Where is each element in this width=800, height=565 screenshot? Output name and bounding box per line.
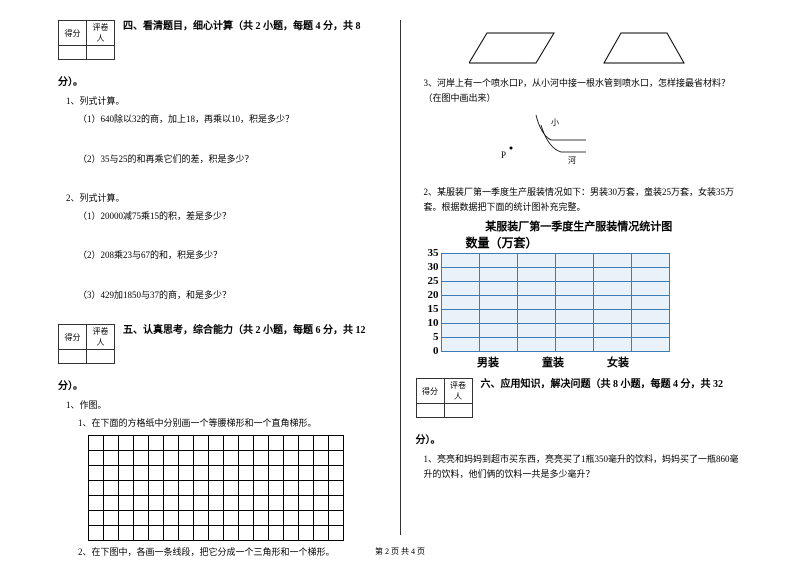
score-header-pingjuan: 评卷人 bbox=[87, 21, 115, 46]
score-table-5: 得分评卷人 bbox=[58, 324, 115, 364]
score-box-6: 得分评卷人 bbox=[416, 378, 473, 418]
q1-2: （2）35与25的和再乘它们的差，积是多少？ bbox=[78, 152, 385, 167]
chart-ylabel: 数量（万套） bbox=[466, 234, 743, 251]
trapezoid-shape bbox=[599, 28, 689, 68]
section-4-fen: 分）。 bbox=[58, 74, 385, 91]
q2: 2、列式计算。 bbox=[66, 191, 385, 206]
q6-1: 1、亮亮和妈妈到超市买东西，亮亮买了1瓶350毫升的饮料，妈妈买了一瓶860毫升… bbox=[424, 452, 743, 483]
score-cell[interactable] bbox=[59, 350, 87, 364]
right-column: 3、河岸上有一个喷水口P，从小河中接一根水管到喷水口，怎样接最省材料？（在图中画… bbox=[401, 20, 751, 535]
section-5-fen: 分）。 bbox=[58, 378, 385, 395]
graph-grid bbox=[88, 435, 344, 541]
label-xiao: 小 bbox=[551, 118, 559, 127]
score-cell[interactable] bbox=[444, 404, 472, 418]
q2-3: （3）429加1850与37的商，和是多少？ bbox=[78, 288, 385, 303]
q5-1-1: 1、在下面的方格纸中分别画一个等腰梯形和一个直角梯形。 bbox=[78, 416, 385, 431]
section-6-header: 得分评卷人 六、应用知识，解决问题（共 8 小题，每题 4 分，共 32 bbox=[416, 378, 743, 418]
section-6-fen: 分）。 bbox=[416, 432, 743, 449]
q3: 3、河岸上有一个喷水口P，从小河中接一根水管到喷水口，怎样接最省材料？（在图中画… bbox=[424, 76, 743, 107]
score-header-defen: 得分 bbox=[416, 379, 444, 404]
section-5-title: 五、认真思考，综合能力（共 2 小题，每题 6 分，共 12 bbox=[123, 324, 366, 338]
q1: 1、列式计算。 bbox=[66, 94, 385, 109]
q5-1: 1、作图。 bbox=[66, 398, 385, 413]
x-axis-labels: 男装童装女装 bbox=[456, 354, 743, 370]
score-cell[interactable] bbox=[416, 404, 444, 418]
score-cell[interactable] bbox=[87, 46, 115, 60]
score-cell[interactable] bbox=[87, 350, 115, 364]
score-header-pingjuan: 评卷人 bbox=[87, 325, 115, 350]
score-header-defen: 得分 bbox=[59, 21, 87, 46]
chart-title: 某服装厂第一季度生产服装情况统计图 bbox=[416, 218, 743, 234]
section-4-title: 四、看清题目，细心计算（共 2 小题，每题 4 分，共 8 bbox=[123, 20, 361, 34]
shapes-row bbox=[416, 28, 743, 68]
q2-1: （1）20000减75乘15的积，差是多少？ bbox=[78, 209, 385, 224]
q2-prime: 2、某服装厂第一季度生产服装情况如下：男装30万套，童装25万套，女装35万套。… bbox=[424, 185, 743, 216]
label-he: 河 bbox=[568, 155, 576, 165]
left-column: 得分评卷人 四、看清题目，细心计算（共 2 小题，每题 4 分，共 8 分）。 … bbox=[50, 20, 401, 535]
page: 得分评卷人 四、看清题目，细心计算（共 2 小题，每题 4 分，共 8 分）。 … bbox=[0, 0, 800, 565]
parallelogram-shape bbox=[469, 28, 559, 68]
label-p: P bbox=[501, 150, 506, 160]
score-box-4: 得分评卷人 bbox=[58, 20, 115, 60]
q2-2: （2）208乘23与67的和，积是多少？ bbox=[78, 248, 385, 263]
score-header-pingjuan: 评卷人 bbox=[444, 379, 472, 404]
score-box-5: 得分评卷人 bbox=[58, 324, 115, 364]
section-5-header: 得分评卷人 五、认真思考，综合能力（共 2 小题，每题 6 分，共 12 bbox=[58, 324, 385, 364]
score-table-4: 得分评卷人 bbox=[58, 20, 115, 60]
score-table-6: 得分评卷人 bbox=[416, 378, 473, 418]
score-header-defen: 得分 bbox=[59, 325, 87, 350]
river-diagram: P 小 河 bbox=[476, 110, 616, 180]
bar-chart: 35302520151050 bbox=[441, 253, 743, 352]
y-axis-labels: 35302520151050 bbox=[421, 246, 439, 358]
chart-grid bbox=[441, 253, 670, 352]
section-4-header: 得分评卷人 四、看清题目，细心计算（共 2 小题，每题 4 分，共 8 bbox=[58, 20, 385, 60]
page-footer: 第 2 页 共 4 页 bbox=[0, 546, 800, 557]
score-cell[interactable] bbox=[59, 46, 87, 60]
section-6-title: 六、应用知识，解决问题（共 8 小题，每题 4 分，共 32 bbox=[481, 378, 724, 392]
q1-1: （1）640除以32的商，加上18，再乘以10，积是多少？ bbox=[78, 112, 385, 127]
